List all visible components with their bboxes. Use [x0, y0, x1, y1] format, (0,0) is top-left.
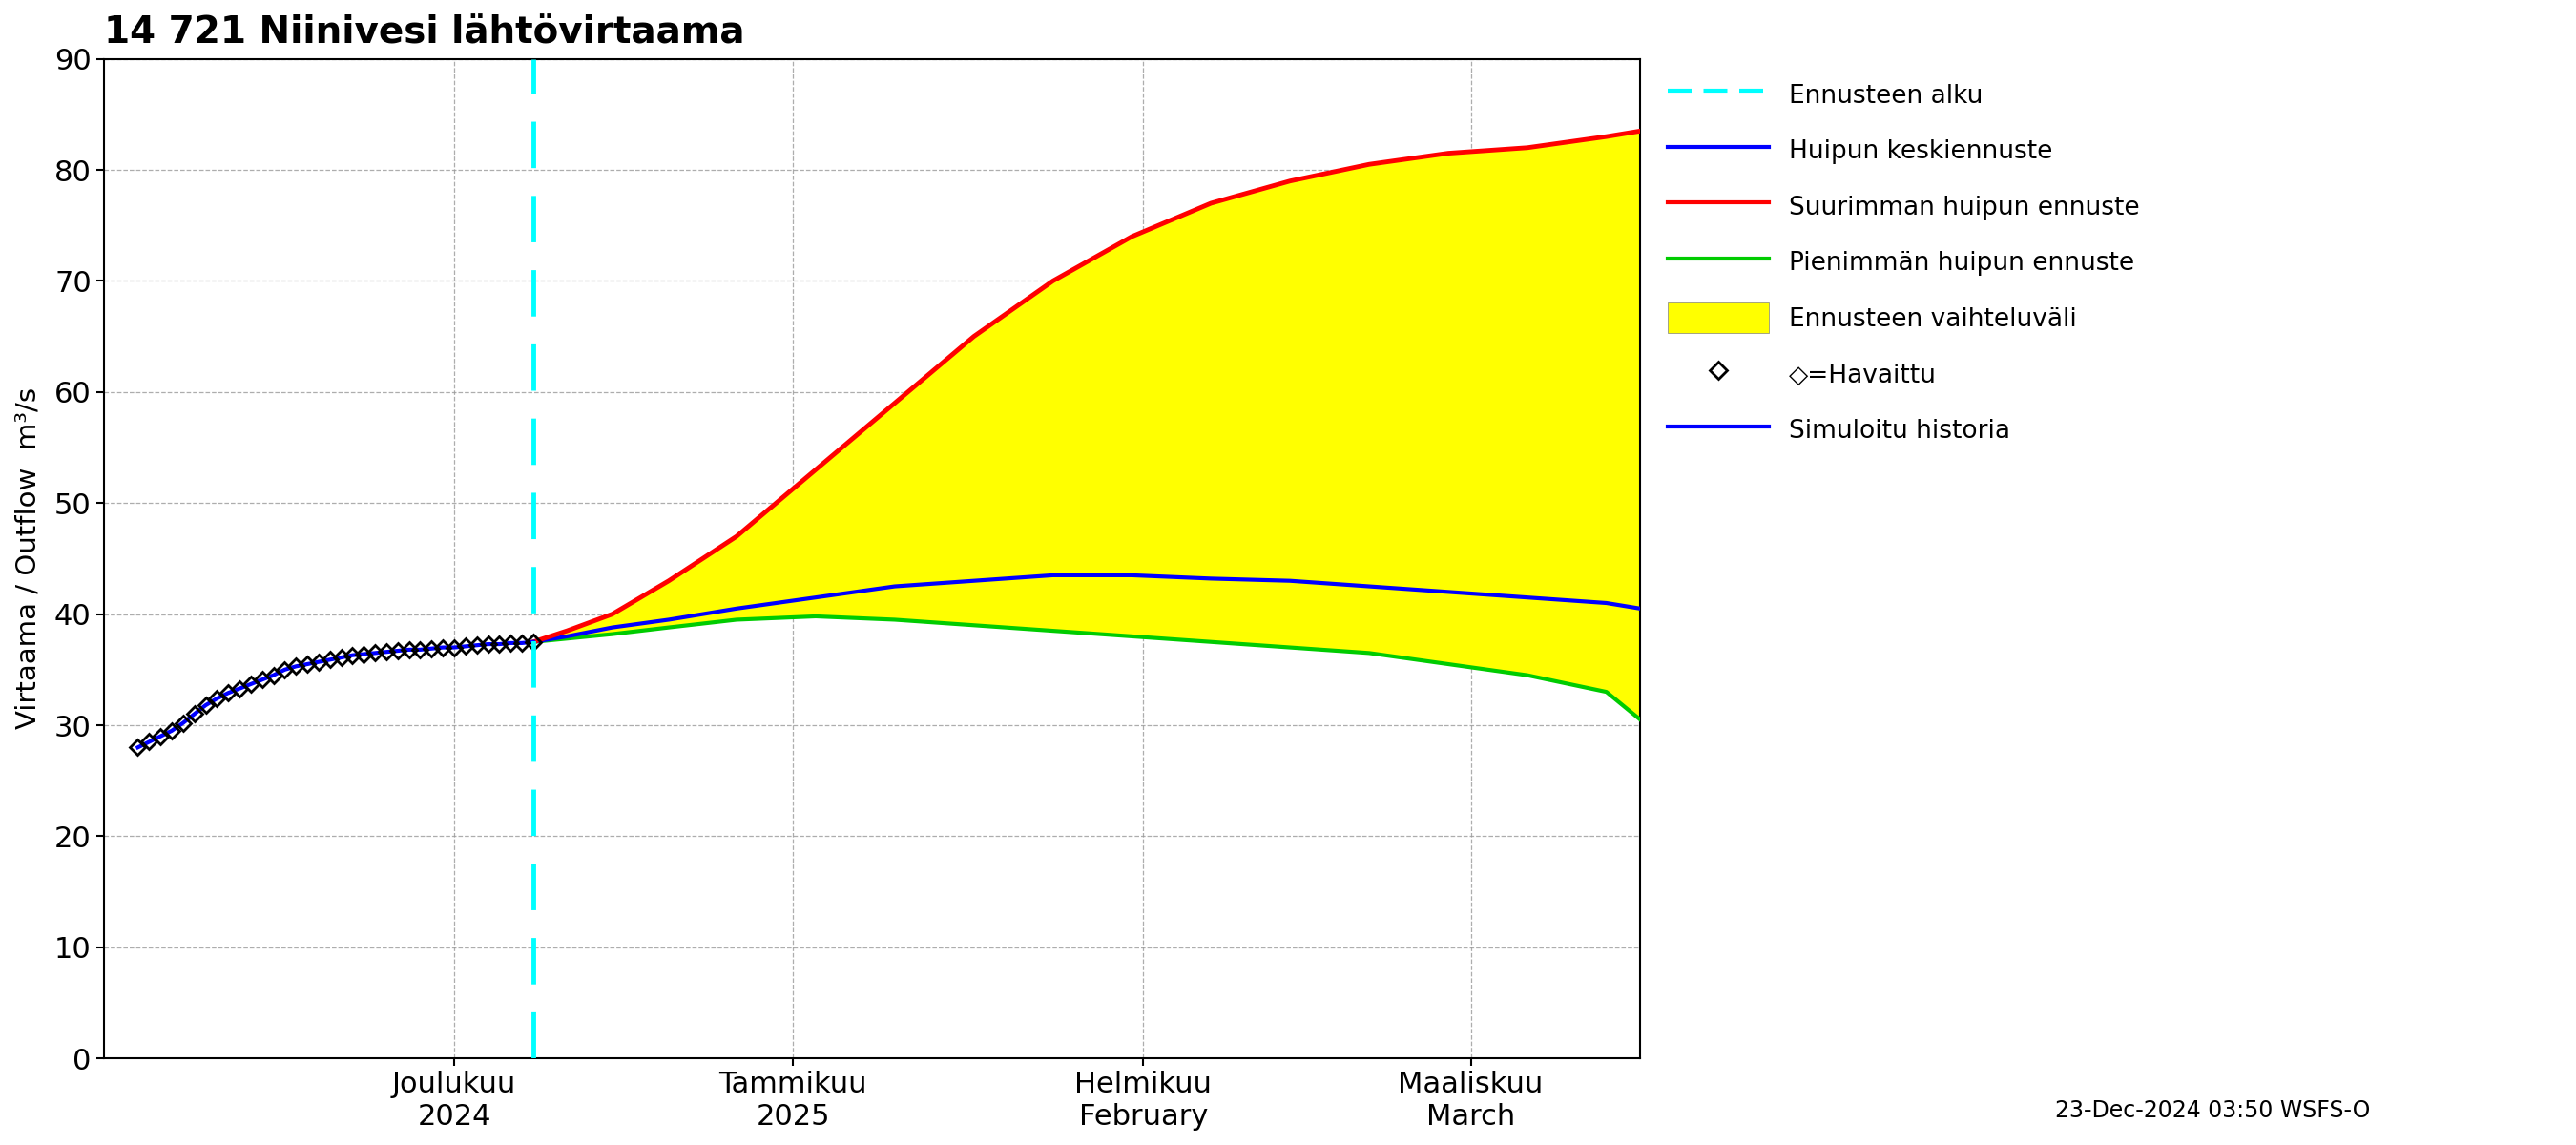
Text: 23-Dec-2024 03:50 WSFS-O: 23-Dec-2024 03:50 WSFS-O [2056, 1099, 2370, 1122]
Y-axis label: Virtaama / Outflow  m³/s: Virtaama / Outflow m³/s [15, 388, 41, 729]
Legend: Ennusteen alku, Huipun keskiennuste, Suurimman huipun ennuste, Pienimmän huipun : Ennusteen alku, Huipun keskiennuste, Suu… [1662, 71, 2148, 452]
Text: 14 721 Niinivesi lähtövirtaama: 14 721 Niinivesi lähtövirtaama [103, 14, 744, 50]
